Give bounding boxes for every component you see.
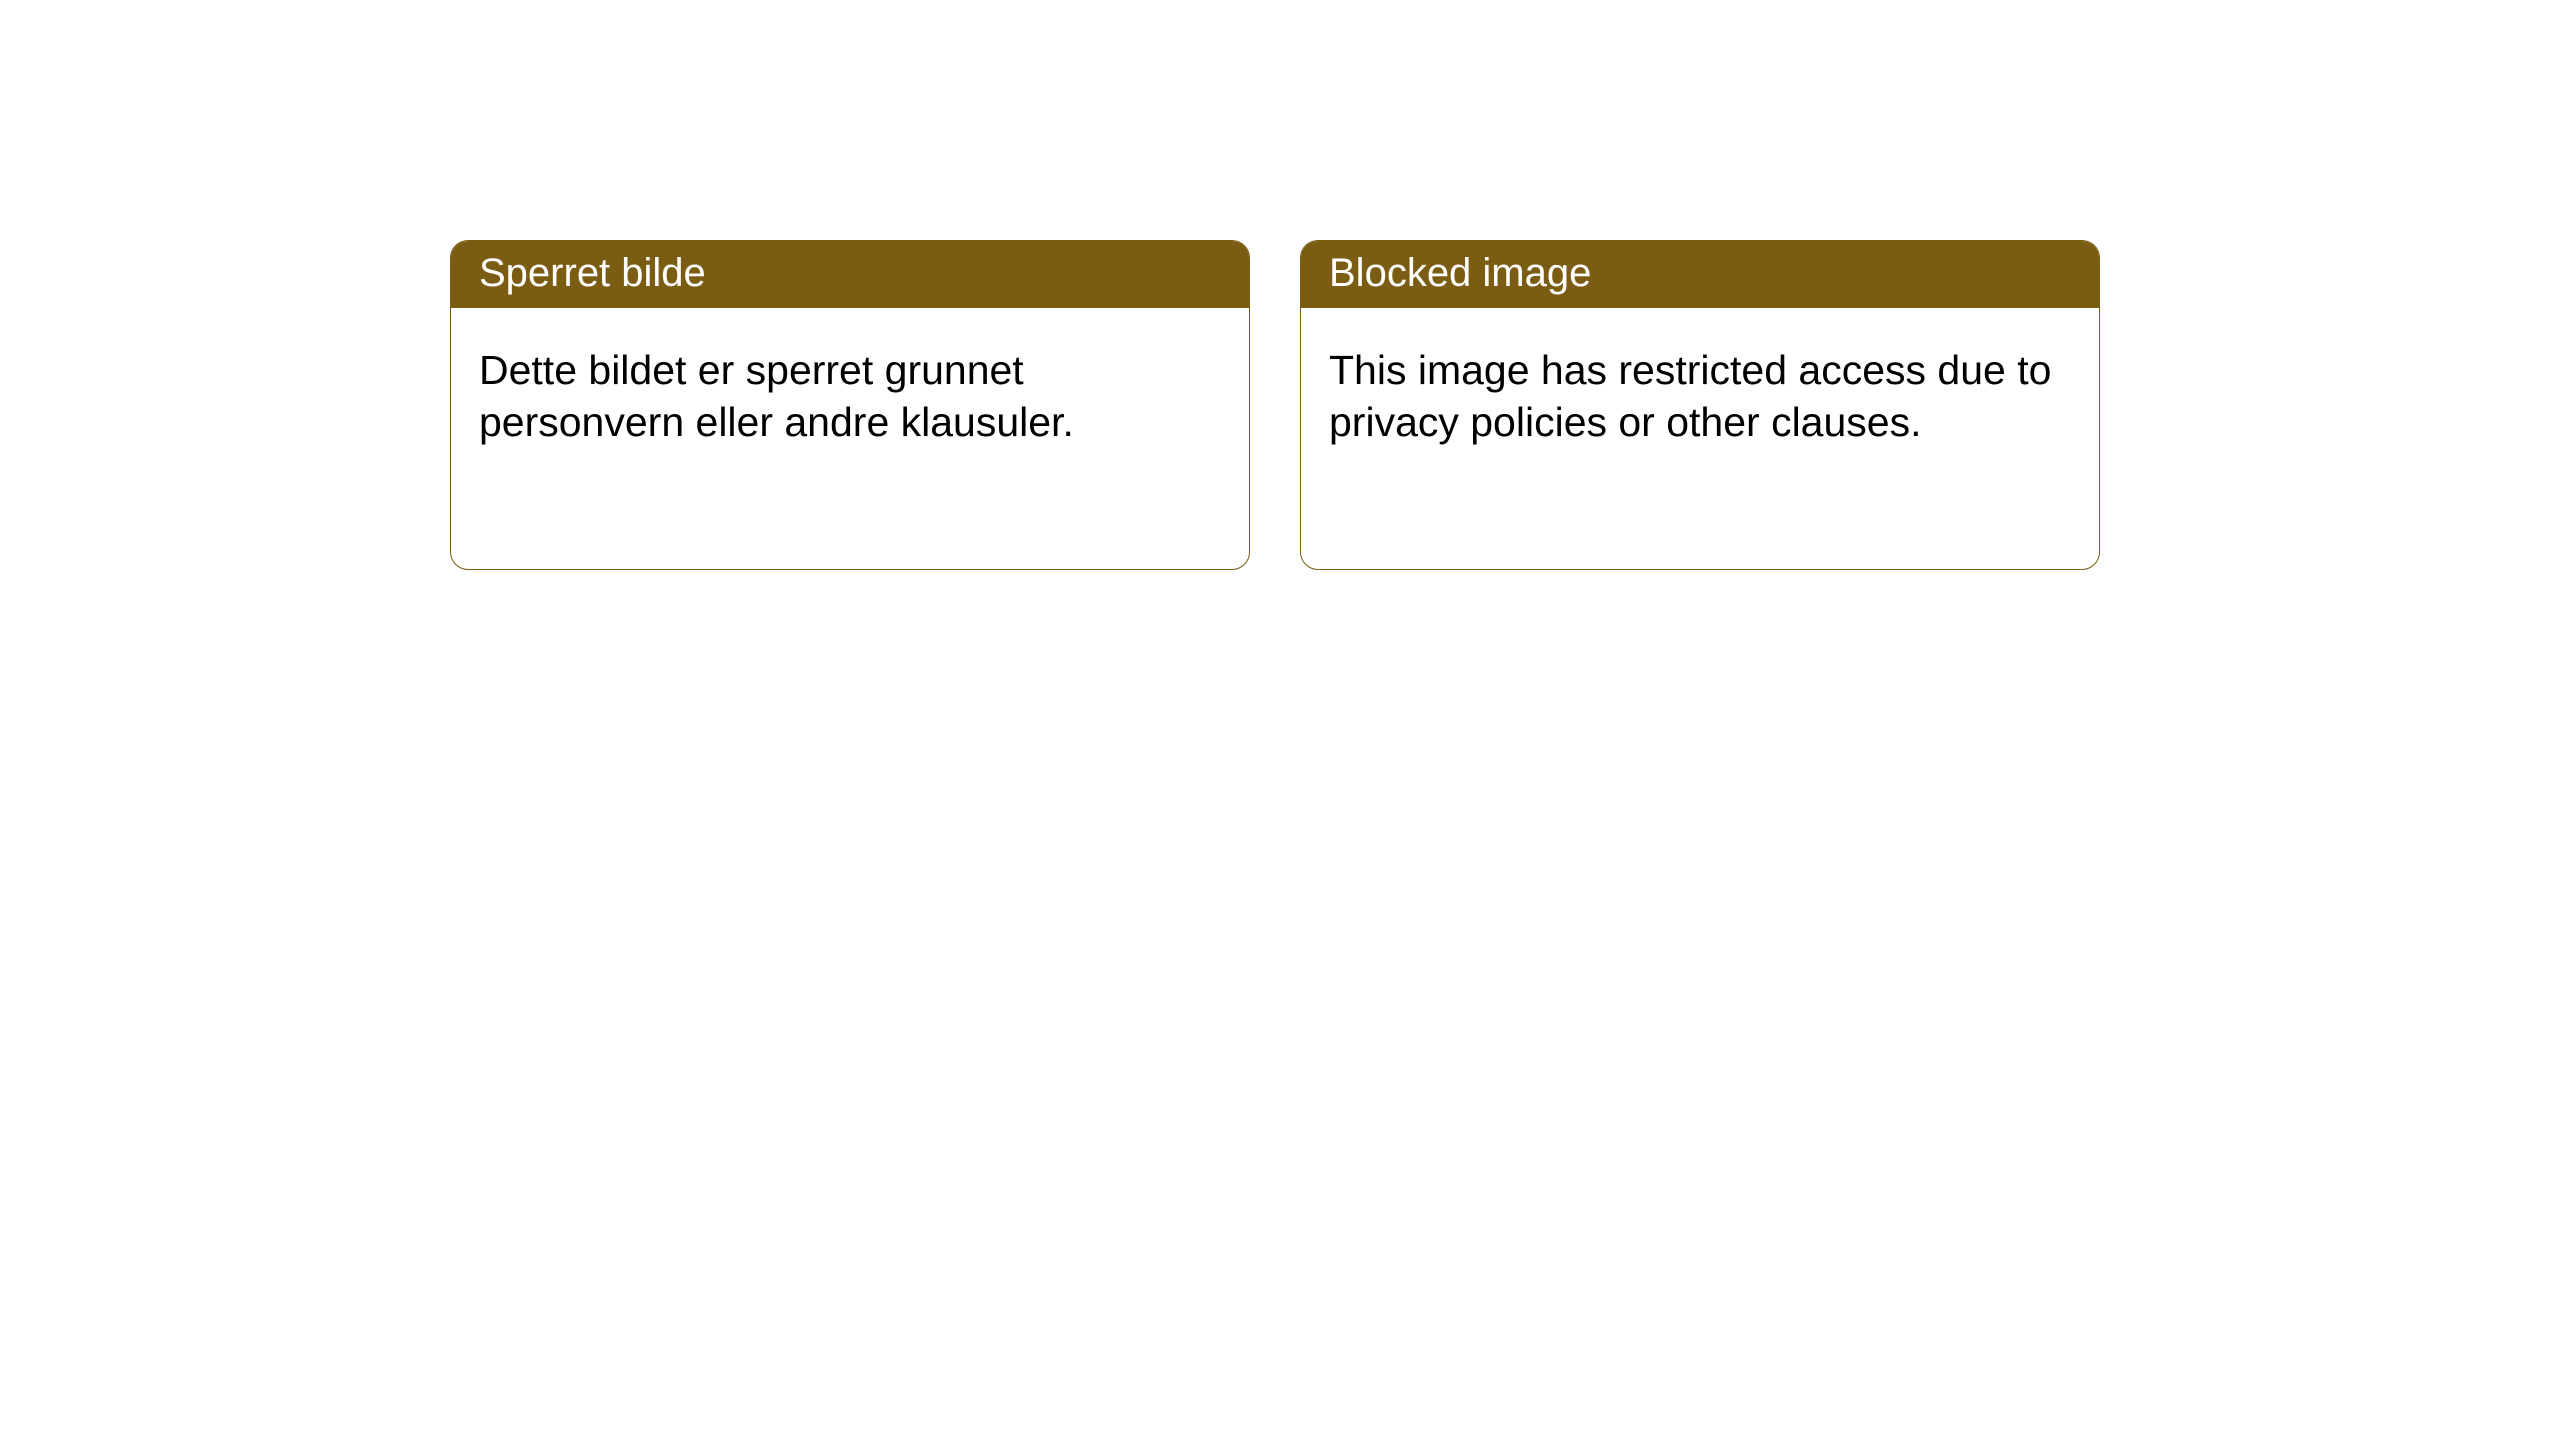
notice-card-title: Blocked image (1301, 241, 2099, 308)
notice-container: Sperret bilde Dette bildet er sperret gr… (0, 0, 2560, 570)
notice-card-english: Blocked image This image has restricted … (1300, 240, 2100, 570)
notice-card-body: This image has restricted access due to … (1301, 308, 2099, 484)
notice-card-norwegian: Sperret bilde Dette bildet er sperret gr… (450, 240, 1250, 570)
notice-card-title: Sperret bilde (451, 241, 1249, 308)
notice-card-body: Dette bildet er sperret grunnet personve… (451, 308, 1249, 484)
